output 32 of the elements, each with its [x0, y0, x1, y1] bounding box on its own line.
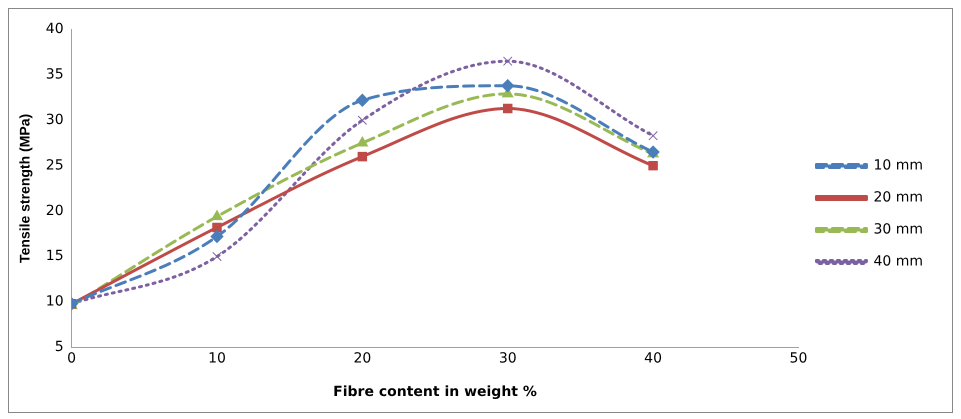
point: [358, 116, 368, 125]
point: [212, 252, 222, 262]
point: [501, 79, 514, 92]
x-tick-label: 30: [498, 350, 517, 366]
point: [648, 160, 658, 170]
y-tick-label: 20: [46, 202, 64, 219]
x-tick-label: 40: [644, 350, 662, 366]
y-tick-label: 30: [46, 112, 64, 128]
point: [210, 230, 224, 244]
y-axis-title: Tensile strength (MPa): [16, 114, 32, 263]
x-tick-label: 0: [67, 350, 76, 366]
y-tick-label: 15: [46, 248, 64, 264]
x-tick-label: 20: [353, 350, 372, 366]
point: [648, 130, 658, 140]
point: [358, 152, 368, 162]
point: [212, 222, 222, 232]
legend-label: 10 mm: [873, 158, 924, 174]
y-tick-label: 40: [46, 21, 64, 38]
y-tick-label: 35: [46, 66, 64, 82]
x-axis-title: Fibre content in weight %: [333, 384, 537, 400]
y-tick-label: 5: [54, 339, 64, 356]
x-tick-label: 50: [790, 350, 808, 366]
legend-label: 30 mm: [873, 222, 924, 238]
legend-label: 20 mm: [873, 190, 924, 206]
x-tick-label: 10: [208, 350, 226, 366]
point: [502, 104, 512, 114]
y-tick-label: 10: [46, 294, 64, 310]
point: [211, 210, 223, 220]
y-tick-label: 25: [46, 157, 64, 174]
point: [356, 94, 369, 107]
legend-label: 40 mm: [873, 254, 924, 270]
point: [502, 56, 512, 66]
